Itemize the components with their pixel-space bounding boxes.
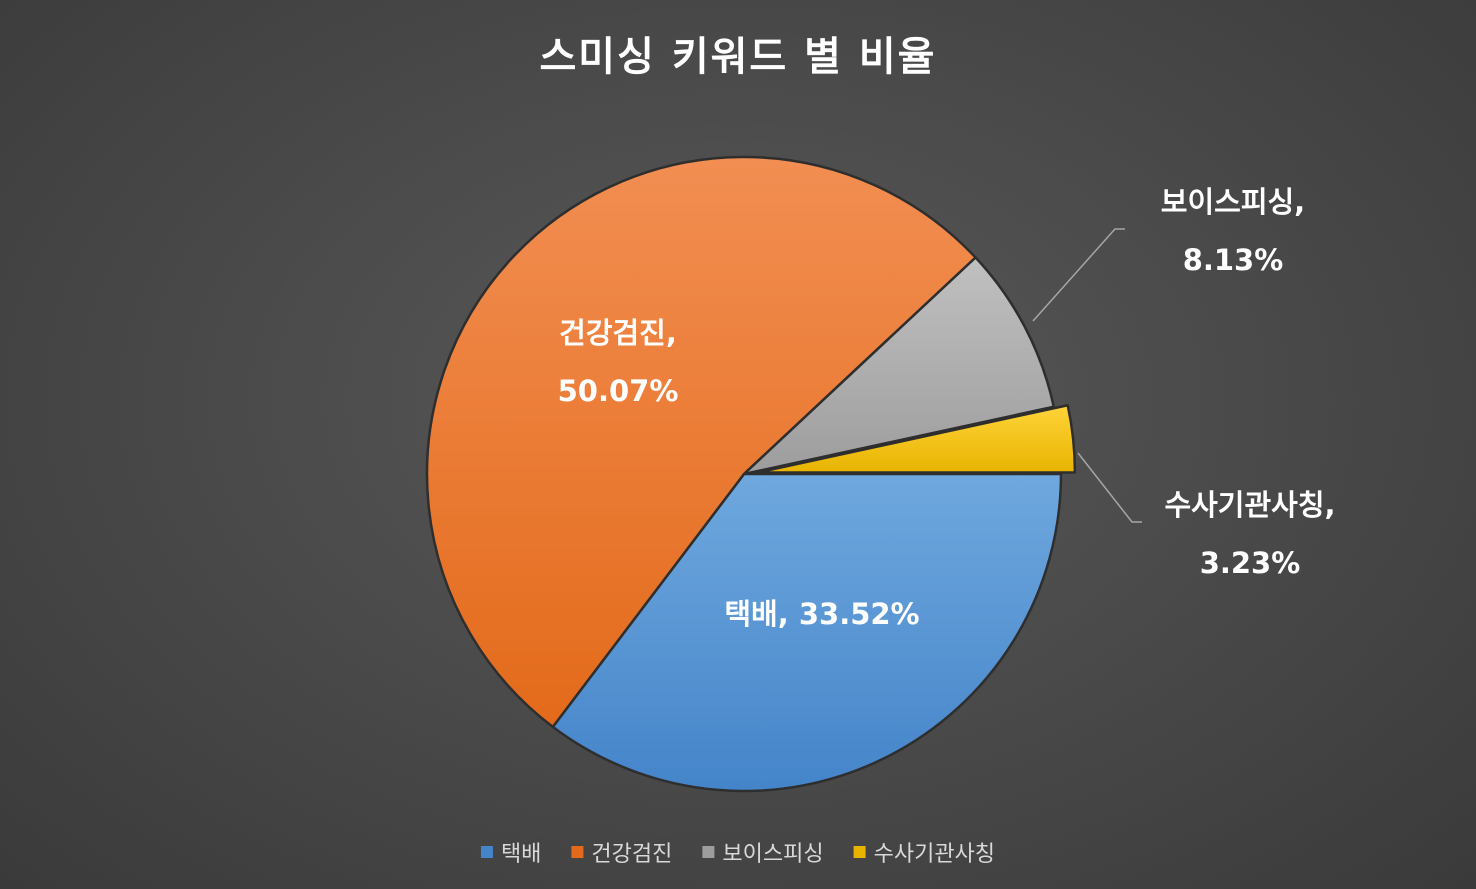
legend-label-investigator-impersonation: 수사기관사칭 bbox=[874, 842, 995, 867]
leader-lines bbox=[1032, 228, 1142, 523]
data-label-line: 3.23% bbox=[1200, 546, 1301, 580]
legend-swatch-investigator-impersonation bbox=[853, 846, 866, 858]
data-label-line: 보이스피싱, bbox=[1161, 185, 1305, 219]
data-label-voice-phishing: 보이스피싱, 8.13% bbox=[1161, 185, 1305, 277]
legend-label-health-checkup: 건강검진 bbox=[591, 842, 672, 867]
legend-swatch-voice-phishing bbox=[702, 846, 715, 858]
pie-slice-voice-phishing bbox=[742, 256, 1056, 476]
data-label-line: 50.07% bbox=[558, 374, 679, 408]
data-label-line: 택배, 33.52% bbox=[724, 597, 919, 631]
legend: 택배 건강검진 보이스피싱 수사기관사칭 bbox=[480, 842, 995, 867]
chart-title: 스미싱 키워드 별 비율 bbox=[540, 34, 937, 80]
data-label-line: 건강검진, bbox=[559, 316, 677, 350]
legend-label-voice-phishing: 보이스피싱 bbox=[722, 842, 823, 867]
leader-line-investigator-impersonation bbox=[1077, 452, 1142, 523]
leader-line-voice-phishing bbox=[1032, 228, 1125, 322]
legend-label-parcel: 택배 bbox=[501, 842, 541, 867]
legend-swatch-parcel bbox=[480, 846, 493, 858]
pie-slice-investigator-impersonation bbox=[756, 404, 1077, 474]
data-label-parcel: 택배, 33.52% bbox=[724, 597, 919, 631]
data-label-investigator-impersonation: 수사기관사칭, 3.23% bbox=[1164, 488, 1335, 580]
legend-swatch-health-checkup bbox=[571, 846, 584, 858]
pie-slices bbox=[425, 155, 1077, 793]
pie-slice-parcel bbox=[551, 472, 1063, 793]
data-label-line: 8.13% bbox=[1183, 243, 1284, 277]
data-label-line: 수사기관사칭, bbox=[1164, 488, 1335, 522]
pie-slice-health-checkup bbox=[425, 155, 977, 729]
data-labels: 택배, 33.52% 건강검진, 50.07% 보이스피싱, 8.13% 수사기관사칭, 3… bbox=[558, 185, 1336, 631]
data-label-health-checkup: 건강검진, 50.07% bbox=[558, 316, 679, 408]
